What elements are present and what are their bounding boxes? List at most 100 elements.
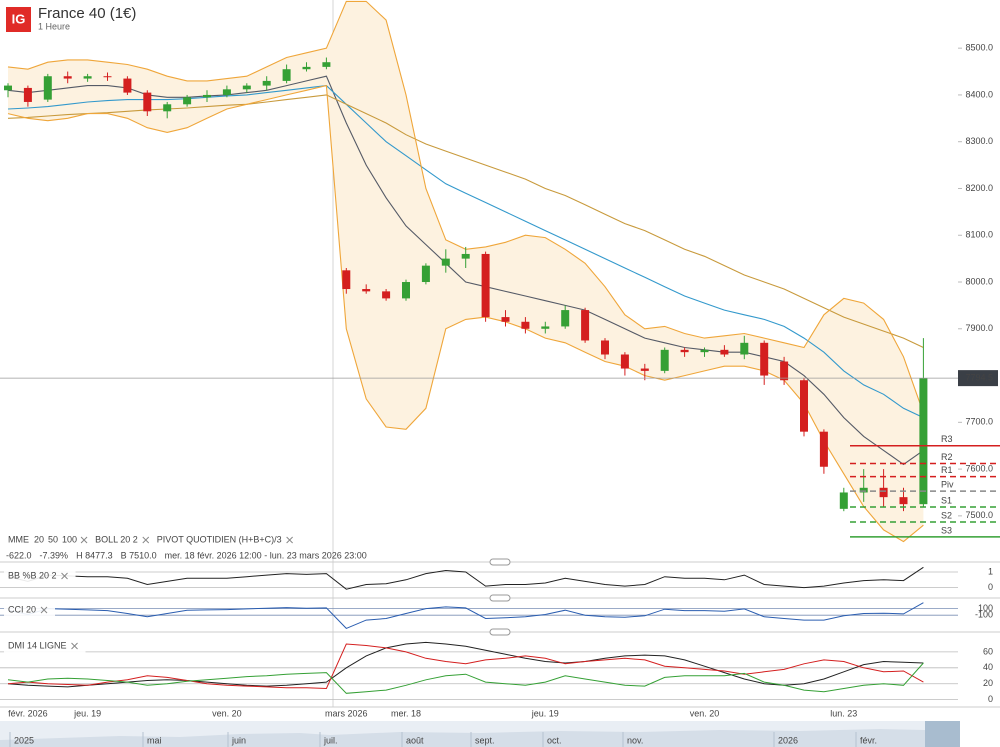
y-tick-label: 7600.0 — [965, 463, 993, 473]
y-tick-label: 100 — [978, 603, 993, 613]
pivot-label: R3 — [941, 434, 953, 444]
candle-body — [541, 326, 550, 329]
candle-body — [601, 340, 609, 355]
candle-body — [740, 342, 749, 355]
indicator-title-bg — [4, 569, 76, 583]
navigator-label: août — [406, 735, 424, 745]
pivot-label: S3 — [941, 525, 952, 535]
candle-body — [242, 85, 251, 90]
y-tick-label: 7700.0 — [965, 417, 993, 427]
navigator-label: 2025 — [14, 735, 34, 745]
candle-body — [501, 317, 510, 322]
navigator-label: 2026 — [778, 735, 798, 745]
x-tick-label: jeu. 19 — [73, 708, 101, 718]
legend-label: PIVOT QUOTIDIEN (H+B+C)/3 — [157, 534, 282, 544]
y-tick-label: -100 — [975, 610, 993, 620]
navigator-label: sept. — [475, 735, 495, 745]
candle-body — [660, 349, 669, 371]
remove-indicator-icon — [142, 536, 150, 544]
navigator-label: oct. — [547, 735, 562, 745]
pivot-label: Piv — [941, 479, 954, 489]
candle-body — [899, 497, 908, 505]
candle-body — [800, 380, 808, 432]
navigator-label: juil. — [323, 735, 338, 745]
candle-body — [183, 97, 192, 105]
candle-body — [839, 492, 848, 509]
legend-label: BOLL 20 2 — [95, 534, 138, 544]
candle-body — [720, 349, 729, 355]
y-tick-label: 40 — [983, 662, 993, 672]
candle-body — [859, 487, 868, 493]
indicator-line — [7, 662, 924, 694]
candle-body — [4, 85, 12, 91]
x-tick-label: mars 2026 — [325, 708, 368, 718]
info-text: mer. 18 févr. 2026 12:00 - lun. 23 mars … — [165, 550, 367, 560]
info-text: H 8477.3 — [76, 550, 113, 560]
indicator-line — [7, 641, 924, 688]
bollinger-line — [7, 84, 924, 543]
y-tick-label: 8500.0 — [965, 43, 993, 53]
panel-resize-handle[interactable] — [489, 594, 511, 602]
candle-body — [680, 349, 689, 353]
logo — [6, 7, 31, 32]
candle-body — [382, 291, 391, 299]
indicator-line — [7, 566, 924, 590]
y-tick-label: 7900.0 — [965, 323, 993, 333]
indicator-line — [7, 643, 924, 690]
indicator-title: BB %B 20 2 — [8, 570, 57, 580]
candle-body — [163, 104, 172, 112]
price-plot — [4, 0, 928, 543]
legend-item: 50 — [48, 534, 58, 544]
candle-body — [262, 80, 271, 86]
navigator-area — [0, 729, 925, 747]
candle-body — [561, 310, 570, 327]
y-tick-label: 8300.0 — [965, 136, 993, 146]
candle-body — [123, 78, 132, 93]
candle-body — [780, 361, 789, 381]
y-tick-label: 7500.0 — [965, 510, 993, 520]
y-tick-label: 8400.0 — [965, 89, 993, 99]
navigator-label: nov. — [627, 735, 643, 745]
candle-body — [143, 92, 152, 112]
x-tick-label: ven. 20 — [690, 708, 720, 718]
legend-item: 100 — [62, 534, 77, 544]
remove-indicator-icon — [286, 536, 293, 544]
candle-body — [203, 94, 211, 98]
remove-indicator-icon — [71, 642, 78, 650]
y-tick-label: 8000.0 — [965, 276, 993, 286]
indicator-title: CCI 20 — [8, 604, 36, 614]
candle-body — [481, 253, 490, 318]
x-tick-label: mer. 18 — [391, 708, 421, 718]
logo-text: IG — [12, 11, 26, 26]
y-tick-label: 8200.0 — [965, 183, 993, 193]
candle-body — [342, 270, 351, 290]
moving-average-line — [7, 85, 924, 419]
panel-resize-handle[interactable] — [489, 628, 511, 636]
moving-average-line — [7, 94, 924, 348]
x-tick-label: lun. 23 — [830, 708, 857, 718]
moving-average-line — [7, 75, 924, 466]
navigator-label: mai — [147, 735, 162, 745]
candle-body — [919, 378, 928, 505]
navigator-label: juin — [231, 735, 246, 745]
info-text: -622.0 — [6, 550, 32, 560]
pivot-label: S1 — [941, 495, 952, 505]
candle-body — [760, 342, 769, 376]
navigator-window[interactable] — [925, 721, 960, 747]
pivot-label: R2 — [941, 452, 953, 462]
candle-body — [322, 62, 331, 67]
indicator-title-bg — [4, 603, 56, 617]
candle-body — [441, 258, 450, 266]
x-tick-label: févr. 2026 — [8, 708, 48, 718]
indicator-line — [7, 602, 924, 629]
y-tick-label: 0 — [988, 694, 993, 704]
pivot-label: S2 — [941, 510, 952, 520]
remove-indicator-icon — [80, 536, 88, 544]
indicator-title: DMI 14 LIGNE — [8, 640, 67, 650]
y-tick-label: 0 — [988, 582, 993, 592]
x-tick-label: jeu. 19 — [531, 708, 559, 718]
pivot-label: R1 — [941, 465, 953, 475]
x-tick-label: ven. 20 — [212, 708, 242, 718]
panel-resize-handle[interactable] — [489, 558, 511, 566]
